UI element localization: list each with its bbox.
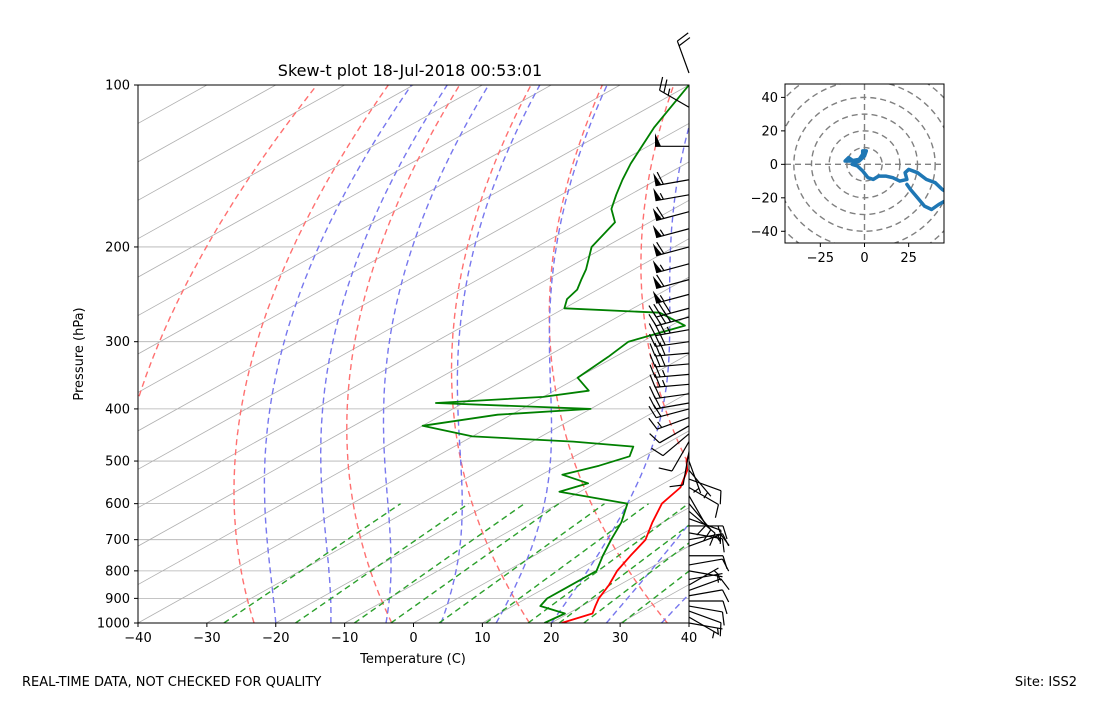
wind-barb bbox=[689, 511, 715, 545]
moist-adiabat-line bbox=[662, 85, 1065, 623]
isotherm-line bbox=[620, 85, 1100, 623]
x-tick-label: 0 bbox=[409, 631, 417, 646]
dewpoint-profile-line bbox=[423, 85, 689, 623]
isotherm-line bbox=[0, 85, 620, 623]
hodograph-y-tick-label: 20 bbox=[761, 124, 778, 139]
hodograph-y-tick-label: 0 bbox=[770, 158, 778, 173]
y-tick-label: 500 bbox=[105, 455, 130, 470]
y-tick-label: 900 bbox=[105, 592, 130, 607]
hodograph-wind-line bbox=[845, 151, 947, 193]
wind-barb bbox=[689, 579, 729, 591]
wind-barb bbox=[653, 260, 689, 273]
x-tick-label: −40 bbox=[124, 631, 151, 646]
footer-site-label: Site: ISS2 bbox=[1015, 675, 1077, 690]
isotherm-line bbox=[0, 85, 345, 623]
mixing-ratio-line bbox=[354, 504, 524, 623]
wind-barb bbox=[689, 606, 724, 625]
y-tick-label: 700 bbox=[105, 533, 130, 548]
mixing-ratio-line bbox=[439, 504, 604, 623]
wind-barb bbox=[689, 496, 706, 535]
x-tick-label: 30 bbox=[612, 631, 629, 646]
wind-barb bbox=[677, 33, 690, 73]
y-tick-label: 100 bbox=[105, 79, 130, 94]
hodograph-y-tick-label: −40 bbox=[751, 225, 778, 240]
dry-adiabat-line bbox=[959, 85, 1100, 623]
isotherm-line bbox=[414, 85, 1100, 623]
x-axis-ticks: −40 −30 −20 −10 0 10 20 30 40 bbox=[124, 623, 697, 646]
wind-barb bbox=[653, 275, 689, 289]
isotherm-line bbox=[0, 85, 207, 623]
moist-adiabat-line bbox=[441, 85, 540, 623]
hodograph-x-tick-label: 25 bbox=[900, 251, 917, 266]
y-tick-label: 800 bbox=[105, 564, 130, 579]
isotherm-line bbox=[0, 85, 896, 623]
dry-adiabat-line bbox=[347, 85, 460, 623]
dry-adiabat-line bbox=[1030, 85, 1100, 623]
mixing-ratio-line bbox=[584, 504, 741, 623]
y-tick-label: 400 bbox=[105, 402, 130, 417]
moist-adiabat-line bbox=[321, 85, 448, 623]
x-tick-label: 40 bbox=[681, 631, 698, 646]
x-tick-label: −30 bbox=[193, 631, 220, 646]
y-axis-ticks: 1000 900 800 700 600 500 400 300 200 100 bbox=[97, 79, 138, 632]
wind-barb bbox=[653, 291, 689, 304]
y-tick-label: 200 bbox=[105, 240, 130, 255]
hodograph-y-tick-label: −20 bbox=[751, 191, 778, 206]
isotherm-line bbox=[207, 85, 1100, 623]
x-tick-label: 10 bbox=[474, 631, 491, 646]
isotherm-line bbox=[551, 85, 1100, 623]
wind-barb bbox=[689, 590, 729, 602]
y-tick-label: 1000 bbox=[97, 617, 130, 632]
x-tick-label: 20 bbox=[543, 631, 560, 646]
x-tick-label: −20 bbox=[262, 631, 289, 646]
x-axis-title: Temperature (C) bbox=[359, 652, 466, 667]
isotherm-line bbox=[138, 85, 1100, 623]
y-axis-title: Pressure (hPa) bbox=[72, 307, 87, 400]
wind-barb bbox=[689, 559, 729, 571]
chart-title: Skew-t plot 18-Jul-2018 00:53:01 bbox=[278, 61, 542, 80]
wind-barb bbox=[689, 556, 727, 569]
isotherm-line bbox=[69, 85, 1033, 623]
dry-adiabat-line bbox=[809, 85, 1081, 623]
wind-barb bbox=[653, 188, 689, 201]
y-tick-label: 300 bbox=[105, 335, 130, 350]
isotherm-line bbox=[0, 85, 964, 623]
dry-adiabat-line bbox=[727, 85, 943, 623]
hodograph-x-tick-label: −25 bbox=[807, 251, 834, 266]
x-tick-label: −10 bbox=[331, 631, 358, 646]
skewt-profiles bbox=[423, 85, 903, 623]
hodograph-rings bbox=[759, 64, 971, 265]
wind-barb bbox=[649, 418, 689, 430]
wind-barb bbox=[649, 302, 689, 317]
mixing-ratio-line bbox=[296, 504, 469, 623]
hodograph-y-tick-label: 40 bbox=[761, 91, 778, 106]
dry-adiabat-line bbox=[452, 85, 532, 623]
mixing-ratio-line bbox=[391, 504, 559, 623]
wind-barb bbox=[653, 207, 689, 221]
footer-quality-note: REAL-TIME DATA, NOT CHECKED FOR QUALITY bbox=[22, 675, 321, 690]
dry-adiabat-line bbox=[234, 85, 388, 623]
y-tick-label: 600 bbox=[105, 497, 130, 512]
hodograph-x-tick-label: 0 bbox=[860, 251, 868, 266]
isotherm-line bbox=[689, 85, 1100, 623]
